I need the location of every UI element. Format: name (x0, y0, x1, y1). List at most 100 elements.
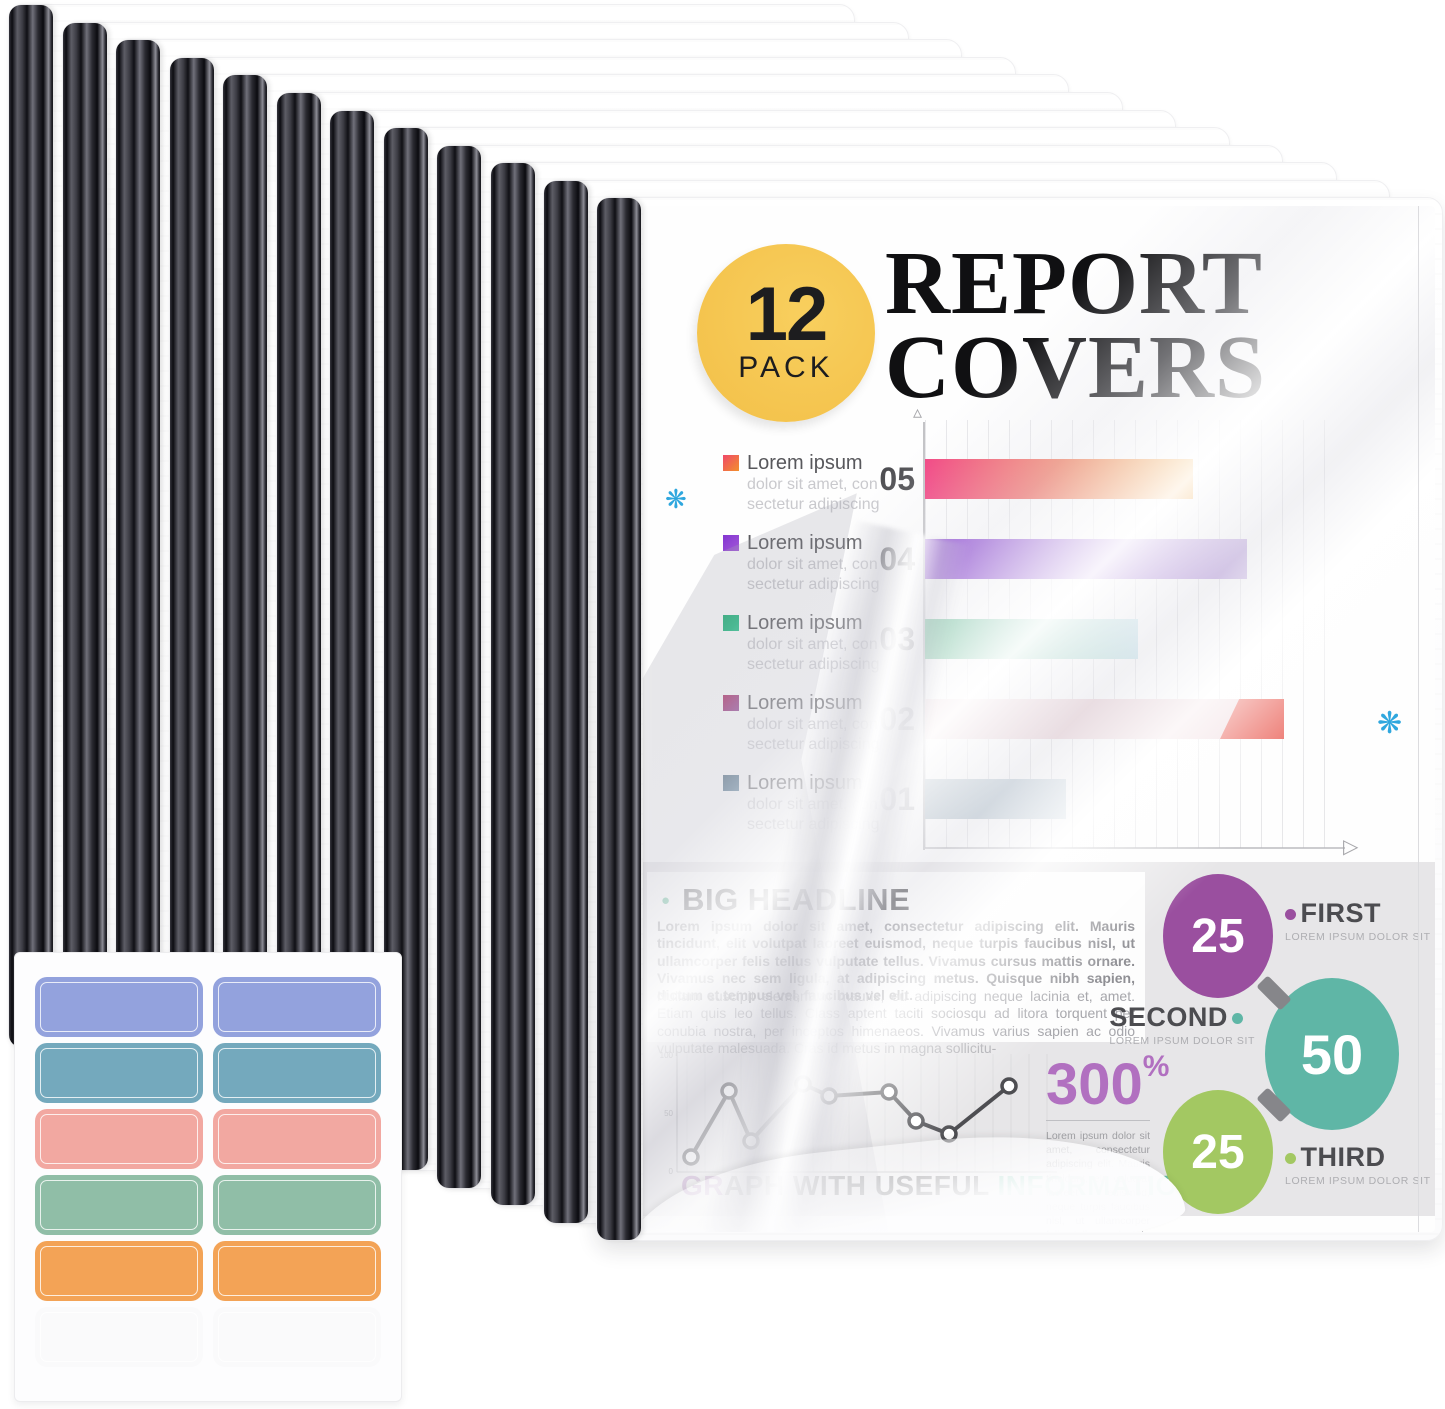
bar (925, 699, 1284, 739)
legend-item: Lorem ipsum dolor sit amet, con sectetur … (723, 692, 913, 755)
legend-sub-line1: dolor sit amet, con (747, 636, 878, 653)
legend-sub-line2: sectetur adipiscing (747, 576, 880, 593)
stat-label-first: FIRST LOREM IPSUM DOLOR SIT (1285, 898, 1431, 943)
growth-value: 300% (1046, 1052, 1169, 1114)
stat-sub-text: LOREM IPSUM DOLOR SIT (1285, 931, 1431, 943)
pack-label: PACK (738, 351, 834, 385)
sliding-bar-spine (597, 198, 641, 1240)
bar (925, 539, 1247, 579)
stat-circle-third: 25 (1163, 1090, 1273, 1214)
legend-item: Lorem ipsum dolor sit amet, con sectetur … (723, 612, 913, 675)
legend-title: Lorem ipsum (747, 692, 863, 714)
stat-sub-text: LOREM IPSUM DOLOR SIT (1285, 1175, 1431, 1187)
graph-title-part: APH WITH USEFUL (724, 1170, 990, 1201)
x-axis-arrow-icon: ▷ (1343, 836, 1359, 858)
line-graph-y-tick: 100 (660, 1051, 674, 1060)
legend-sub-line1: dolor sit amet, con (747, 716, 878, 733)
line-graph-node (794, 1075, 812, 1093)
line-graph-y-tick: 50 (664, 1109, 673, 1118)
legend-subtext: dolor sit amet, con sectetur adipiscing (747, 635, 913, 675)
pack-count-badge: 12 PACK (697, 244, 875, 422)
legend-swatch (723, 535, 739, 551)
stat-circle-first: 25 (1163, 874, 1273, 998)
divider (1046, 1120, 1150, 1121)
front-report-cover: 12 PACK REPORT COVERS ▵ ▷ 05 04 03 02 01 Lor… (596, 197, 1443, 1241)
stat-label-text: THIRD (1300, 1142, 1386, 1172)
legend-title: Lorem ipsum (747, 612, 863, 634)
sticker-label (213, 1109, 381, 1169)
stat-sub-text: LOREM IPSUM DOLOR SIT (1109, 1035, 1255, 1047)
stat-dot-icon (1285, 1153, 1296, 1164)
bar (925, 779, 1066, 819)
line-graph-node (880, 1083, 898, 1101)
sticker-label (213, 1241, 381, 1301)
line-graph-node (940, 1125, 958, 1143)
legend-sub-line1: dolor sit amet, con (747, 476, 878, 493)
stat-dot-icon (1232, 1013, 1244, 1024)
legend-title: Lorem ipsum (747, 452, 863, 474)
sticker-label (35, 1175, 203, 1235)
bar-tip (1220, 699, 1284, 739)
legend-subtext: dolor sit amet, con sectetur adipiscing (747, 555, 913, 595)
stat-value: 50 (1300, 1022, 1364, 1086)
headline-title: BIG HEADLINE (682, 882, 911, 917)
line-graph-node (742, 1132, 760, 1150)
stat-label-second: SECOND LOREM IPSUM DOLOR SIT (1109, 1002, 1255, 1047)
sliding-bar-spine (490, 163, 535, 1206)
legend-swatch (723, 775, 739, 791)
page-title-line2: COVERS (885, 317, 1267, 417)
sticker-label (35, 1043, 203, 1103)
bullet-icon: ● (661, 891, 671, 909)
legend-sub-line2: sectetur adipiscing (747, 736, 880, 753)
legend-title: Lorem ipsum (747, 772, 863, 794)
legend-subtext: dolor sit amet, con sectetur adipiscing (747, 795, 913, 835)
sample-report-page: 12 PACK REPORT COVERS ▵ ▷ 05 04 03 02 01 Lor… (643, 206, 1435, 1232)
sticker-row (35, 1241, 401, 1301)
legend-subtext: dolor sit amet, con sectetur adipiscing (747, 475, 913, 515)
sticker-row (35, 1175, 401, 1235)
line-graph: 100 50 0 (660, 1051, 1057, 1176)
sticker-label (213, 977, 381, 1037)
line-graph-node (1000, 1077, 1018, 1095)
cover-edge-line (1418, 206, 1419, 1232)
page-title: REPORT COVERS (885, 239, 1355, 417)
sliding-bar-spine (169, 57, 214, 1100)
sliding-bar-spine (9, 5, 53, 1047)
sticker-label (35, 977, 203, 1037)
sliding-bar-spine (437, 145, 481, 1188)
stat-value: 25 (1191, 1125, 1245, 1179)
sticker-label (213, 1175, 381, 1235)
stat-label-text: SECOND (1109, 1002, 1228, 1032)
sticker-label (35, 1109, 203, 1169)
legend-sub-line2: sectetur adipiscing (747, 496, 880, 513)
legend-item: Lorem ipsum dolor sit amet, con sectetur … (723, 772, 913, 835)
sticker-row (35, 1043, 401, 1103)
legend-swatch (723, 615, 739, 631)
graph-title-part: GR (681, 1170, 724, 1201)
legend-swatch (723, 455, 739, 471)
sliding-bar-spine (62, 22, 107, 1065)
line-graph-node (720, 1082, 738, 1100)
stat-label-text: FIRST (1300, 898, 1381, 928)
sticker-label (35, 1307, 203, 1367)
line-graph-node (820, 1087, 838, 1105)
growth-text: Lorem ipsum dolor sit amet, consectetur … (1046, 1130, 1150, 1232)
sticker-row (35, 1109, 401, 1169)
sticker-label (213, 1043, 381, 1103)
headline-row: ● BIG HEADLINE (661, 882, 910, 918)
growth-stat: 300% Lorem ipsum dolor sit amet, consect… (1046, 1052, 1169, 1232)
legend-title: Lorem ipsum (747, 532, 863, 554)
stat-dot-icon (1285, 909, 1296, 920)
legend-item: Lorem ipsum dolor sit amet, con sectetur … (723, 532, 913, 595)
virus-icon: ❋ (1377, 707, 1403, 740)
line-graph-series (689, 1081, 1011, 1158)
sticker-label (213, 1307, 381, 1367)
growth-unit: % (1142, 1050, 1170, 1083)
bar (925, 619, 1138, 659)
sticker-label (35, 1241, 203, 1301)
sticker-row (35, 977, 401, 1037)
legend-subtext: dolor sit amet, con sectetur adipiscing (747, 715, 913, 755)
line-graph-node (907, 1112, 925, 1130)
virus-icon: ❋ (665, 484, 687, 514)
